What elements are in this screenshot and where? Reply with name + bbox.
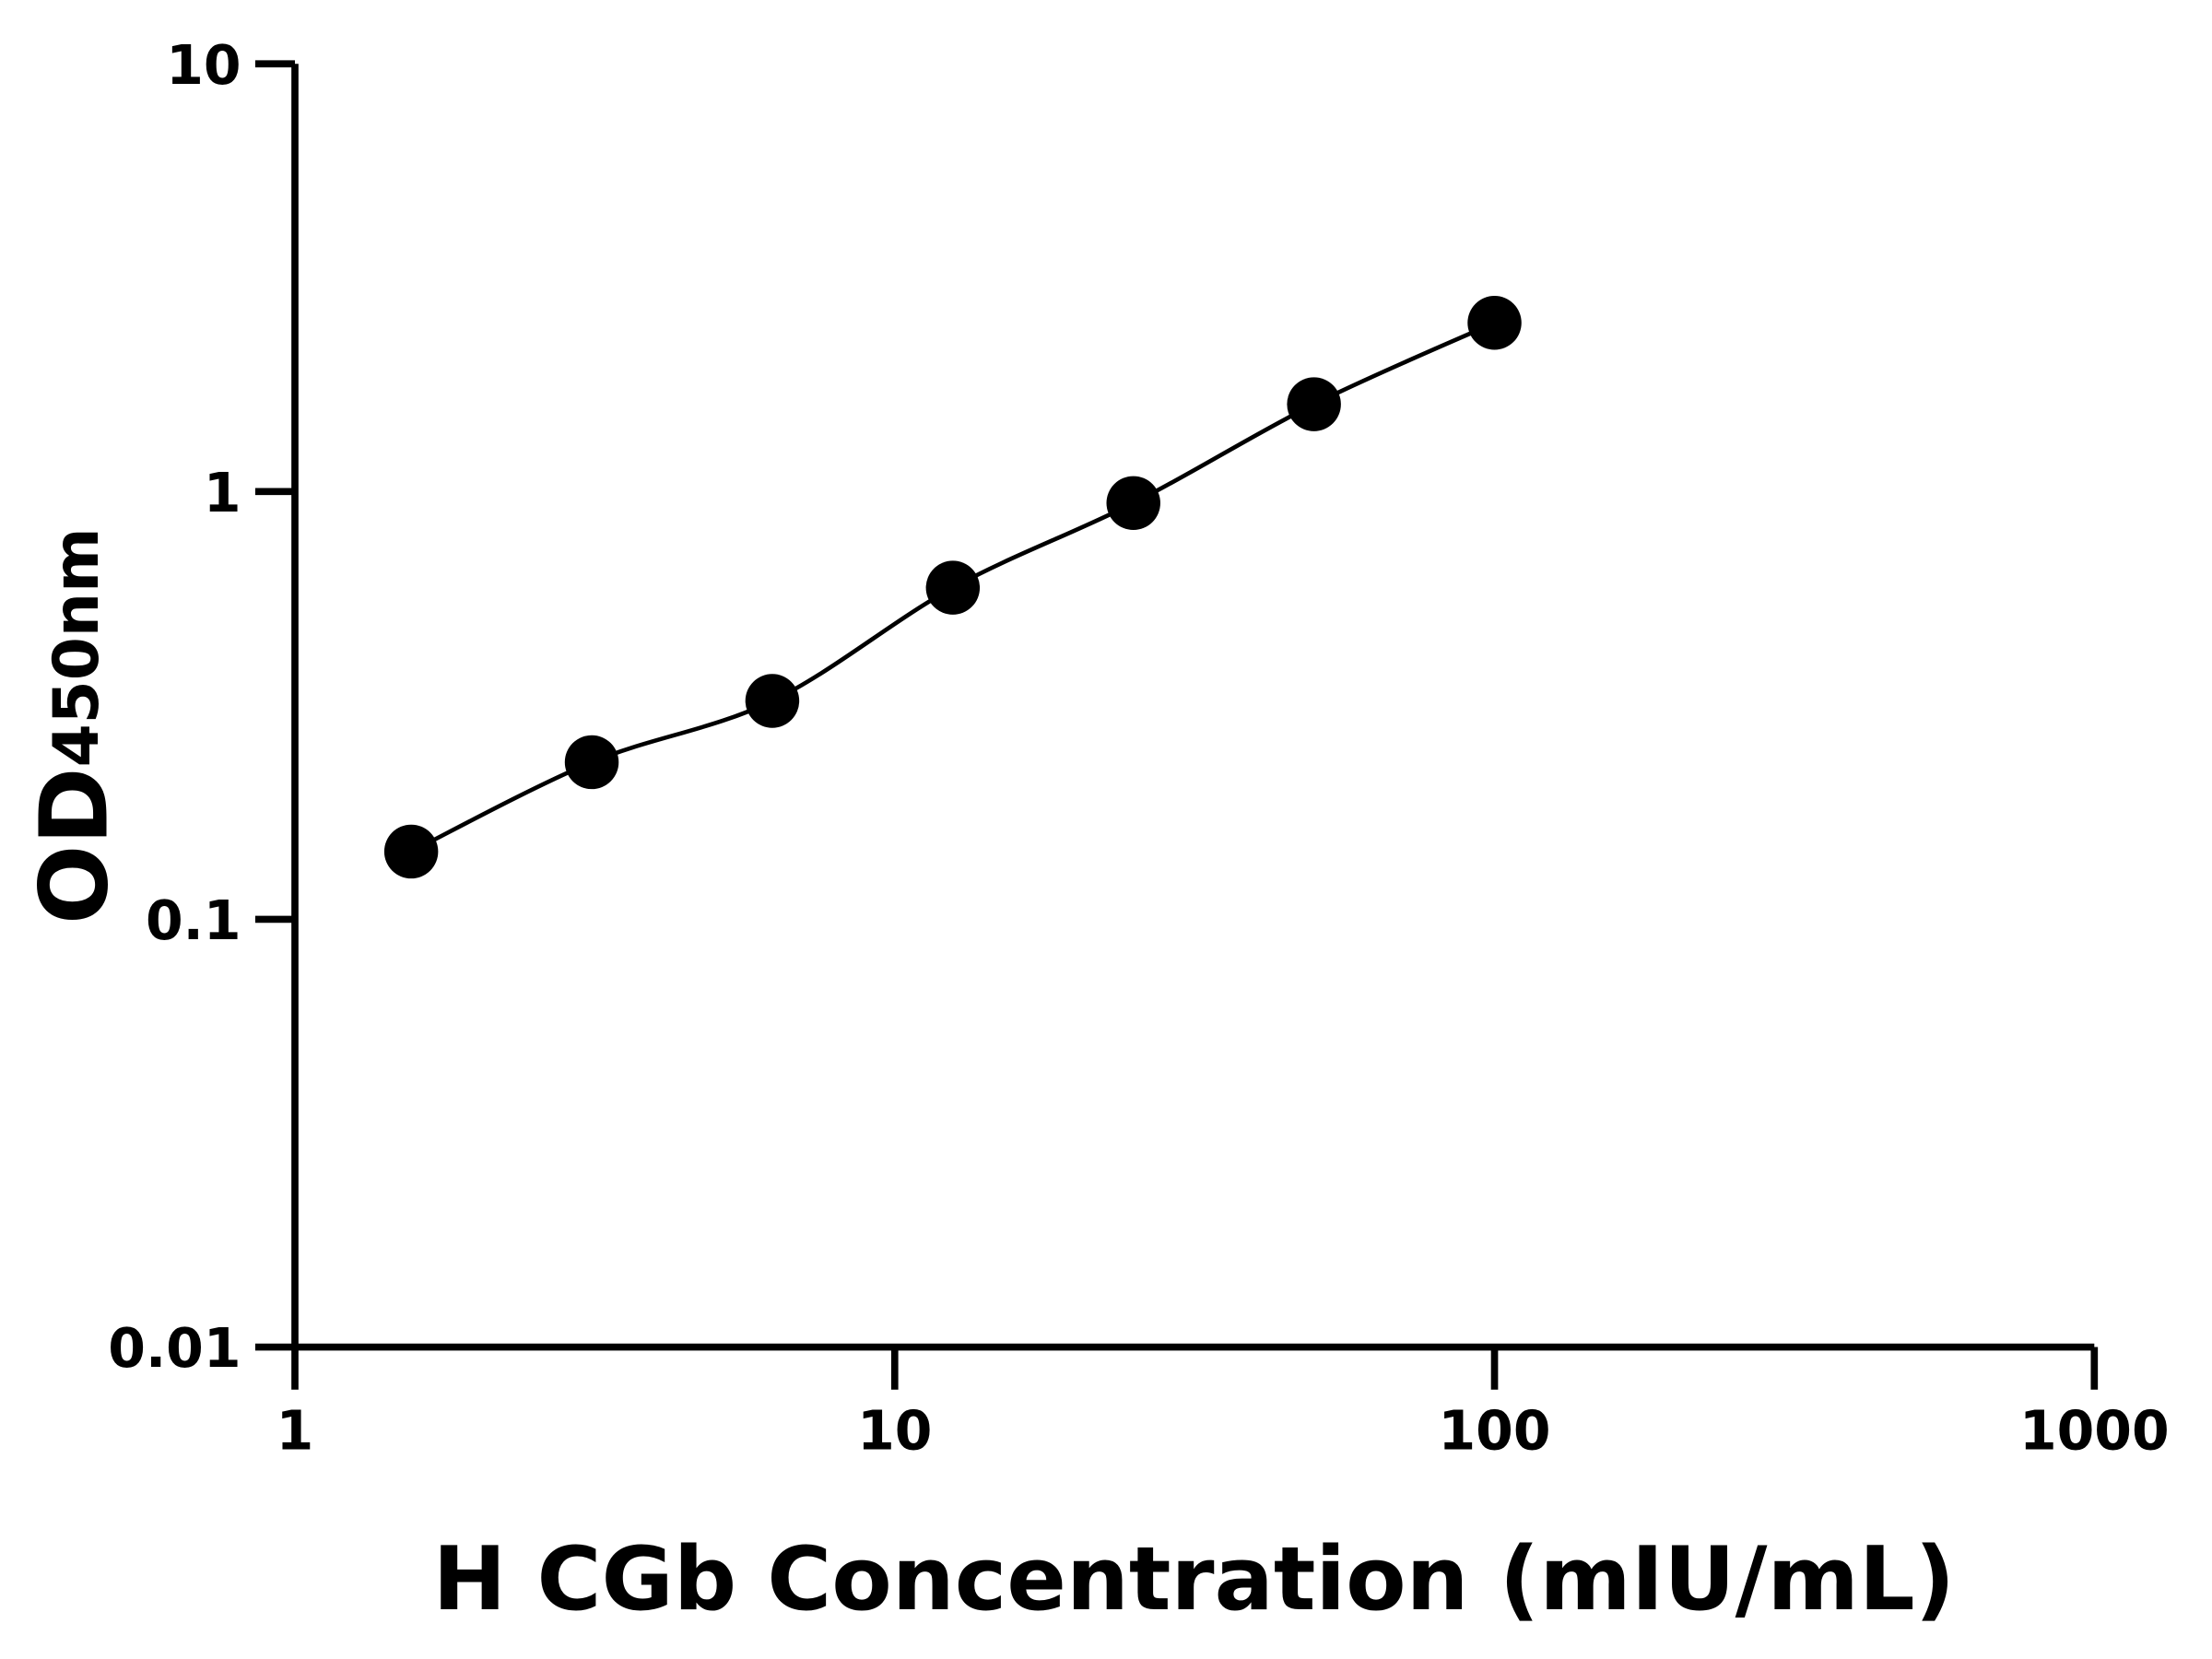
y-tick-label: 1	[204, 462, 241, 524]
y-axis-label-subscript: 450nm	[40, 527, 112, 767]
data-point	[1287, 377, 1341, 431]
x-tick-label: 1000	[2019, 1399, 2170, 1462]
y-tick-label: 10	[166, 34, 241, 97]
data-point	[383, 824, 439, 879]
data-point	[1106, 476, 1160, 531]
y-tick-label: 0.1	[146, 889, 241, 952]
data-points	[383, 296, 1522, 879]
x-tick-label: 10	[857, 1399, 932, 1462]
x-tick-label: 1	[276, 1399, 314, 1462]
y-axis-label: OD450nm	[19, 527, 128, 924]
y-tick-label: 0.01	[108, 1317, 241, 1380]
data-point	[925, 560, 981, 615]
data-point	[1467, 296, 1522, 350]
x-axis-label: H CGb Concentration (mIU/mL)	[433, 1528, 1956, 1630]
y-axis-label-main: OD	[19, 767, 128, 924]
axes	[291, 64, 2095, 1351]
x-tick-label: 100	[1439, 1399, 1551, 1462]
data-point	[745, 674, 800, 728]
data-point	[564, 735, 619, 790]
ticks: 1 10 100 1000 0.01 0.1 1 10	[108, 34, 2169, 1463]
